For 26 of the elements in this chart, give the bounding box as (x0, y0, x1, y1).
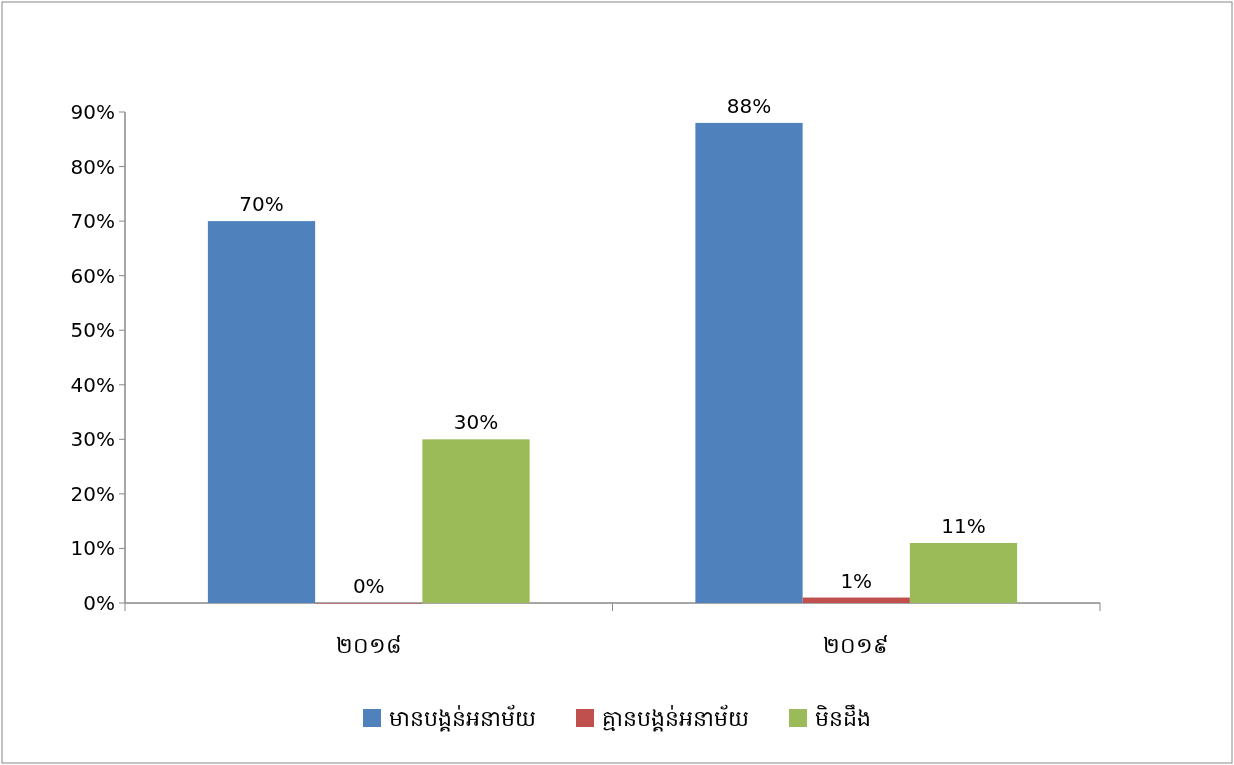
y-tick-label: 50% (70, 318, 115, 343)
data-label: 70% (239, 192, 284, 217)
y-tick-label: 10% (70, 536, 115, 561)
bar (207, 221, 316, 603)
data-label: 0% (352, 574, 385, 598)
y-tick-label: 70% (70, 209, 115, 234)
y-tick-label: 80% (70, 154, 115, 179)
data-label: 30% (453, 410, 499, 435)
y-tick-label: 30% (70, 427, 115, 452)
y-tick-label: 90% (70, 100, 115, 124)
y-tick-label: 40% (70, 372, 115, 397)
y-tick-label: 20% (70, 481, 115, 506)
bar (695, 122, 803, 603)
data-label: 11% (941, 513, 986, 538)
legend-label: មានបង្គន់អនាម័យ (389, 704, 536, 732)
bar (802, 597, 910, 603)
data-label: 1% (840, 568, 873, 593)
legend-label: គ្មានបង្គន់អនាម័យ (602, 704, 749, 732)
x-tick-label: ២០១៨ (335, 633, 402, 658)
y-tick-label: 60% (70, 263, 115, 288)
y-tick-label: 0% (83, 591, 115, 615)
bar (422, 439, 530, 603)
data-label: 88% (726, 93, 772, 118)
legend-label: មិនដឹង (815, 704, 871, 731)
bar (909, 542, 1018, 603)
x-tick-label: ២០១៩ (823, 633, 890, 658)
